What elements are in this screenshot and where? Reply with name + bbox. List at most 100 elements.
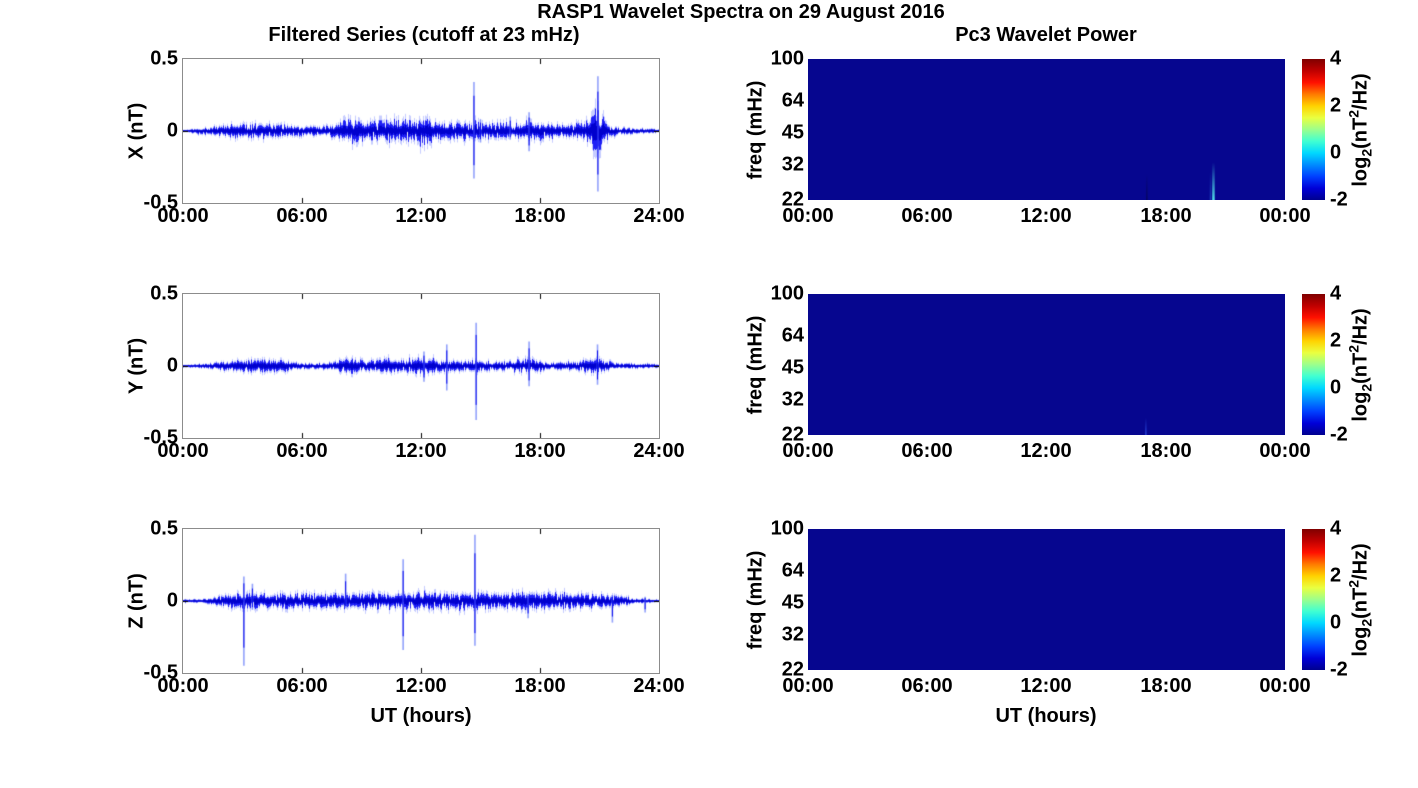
- z-wavelet-spectrogram: [808, 529, 1285, 670]
- figure-title: RASP1 Wavelet Spectra on 29 August 2016: [537, 1, 945, 23]
- colorbar-label-part: 2: [1345, 109, 1362, 118]
- freq-tick-label: 64: [781, 324, 804, 347]
- colorbar-label-part: 2: [1345, 344, 1362, 353]
- freq-tick-label: 45: [781, 591, 804, 614]
- xlabel-right: UT (hours): [995, 705, 1097, 727]
- x-tick-label: 00:00: [157, 205, 209, 227]
- colorbar-label-part: log: [1349, 391, 1372, 422]
- x-series-plot: [182, 58, 660, 204]
- colorbar-label-part: (nT: [1349, 352, 1372, 384]
- x-tick-label: 00:00: [782, 675, 834, 697]
- colorbar-label-part: (nT: [1349, 587, 1372, 619]
- colorbar-label-part: 2: [1345, 579, 1362, 588]
- x-tick-label: 06:00: [276, 440, 328, 462]
- x-tick-label: 12:00: [1020, 440, 1072, 462]
- colorbar-label-part: 2: [1358, 618, 1375, 627]
- freq-tick-label: 22: [781, 188, 804, 211]
- x-tick-label: 06:00: [276, 675, 328, 697]
- x-tick-label: 00:00: [1259, 440, 1311, 462]
- x-tick-label: 18:00: [1140, 675, 1192, 697]
- freq-tick-label: 100: [770, 517, 804, 540]
- colorbar-label-part: (nT: [1349, 117, 1372, 149]
- colorbar-tick-label: 4: [1330, 517, 1342, 540]
- colorbar-label-part: /Hz): [1349, 72, 1372, 110]
- y-tick-label: 0.5: [150, 282, 178, 305]
- z-series-waveform: [183, 529, 659, 673]
- colorbar: [1302, 294, 1325, 435]
- x-wavelet-heatmap: [808, 59, 1285, 200]
- y-tick-label: 0: [166, 119, 178, 142]
- colorbar-tick-label: 0: [1330, 611, 1342, 634]
- freq-tick-label: 32: [781, 153, 804, 176]
- colorbar-label-part: log: [1349, 156, 1372, 187]
- x-tick-label: 18:00: [514, 205, 566, 227]
- x-tick-label: 24:00: [633, 440, 685, 462]
- freq-tick-label: 64: [781, 559, 804, 582]
- freq-tick-label: 100: [770, 282, 804, 305]
- x-tick-label: 12:00: [395, 440, 447, 462]
- x-tick-label: 18:00: [514, 440, 566, 462]
- colorbar-label-part: 2: [1358, 148, 1375, 157]
- colorbar: [1302, 529, 1325, 670]
- colorbar-label-part: /Hz): [1349, 307, 1372, 345]
- right-column-title: Pc3 Wavelet Power: [955, 24, 1137, 46]
- y-tick-label: -0.5: [143, 426, 178, 449]
- x-series-waveform: [183, 59, 659, 203]
- x-tick-label: 06:00: [276, 205, 328, 227]
- z-wavelet-heatmap: [808, 529, 1285, 670]
- x-tick-label: 12:00: [395, 205, 447, 227]
- y-series-plot: [182, 293, 660, 439]
- x-tick-label: 00:00: [782, 440, 834, 462]
- x-tick-label: 12:00: [395, 675, 447, 697]
- freq-tick-label: 45: [781, 121, 804, 144]
- colorbar-tick-label: 4: [1330, 47, 1342, 70]
- y-tick-label: 0.5: [150, 517, 178, 540]
- freq-tick-label: 22: [781, 423, 804, 446]
- y-wavelet-heatmap: [808, 294, 1285, 435]
- x-tick-label: 12:00: [1020, 675, 1072, 697]
- colorbar: [1302, 59, 1325, 200]
- colorbar-tick-label: 4: [1330, 282, 1342, 305]
- colorbar-tick-label: -2: [1330, 188, 1348, 211]
- z-series-plot: [182, 528, 660, 674]
- x-wavelet-spectrogram: [808, 59, 1285, 200]
- left-column-title: Filtered Series (cutoff at 23 mHz): [268, 24, 580, 46]
- x-tick-label: 00:00: [782, 205, 834, 227]
- colorbar-label-part: 2: [1358, 383, 1375, 392]
- colorbar-tick-label: 2: [1330, 94, 1342, 117]
- y-wavelet-spectrogram: [808, 294, 1285, 435]
- x-tick-label: 06:00: [901, 205, 953, 227]
- y-tick-label: -0.5: [143, 191, 178, 214]
- y-tick-label: 0: [166, 354, 178, 377]
- x-tick-label: 00:00: [157, 675, 209, 697]
- xlabel-left: UT (hours): [370, 705, 472, 727]
- x-tick-label: 24:00: [633, 205, 685, 227]
- x-tick-label: 24:00: [633, 675, 685, 697]
- colorbar-tick-label: 2: [1330, 329, 1342, 352]
- freq-tick-label: 64: [781, 89, 804, 112]
- y-series-waveform: [183, 294, 659, 438]
- x-tick-label: 06:00: [901, 440, 953, 462]
- colorbar-tick-label: -2: [1330, 423, 1348, 446]
- x-tick-label: 12:00: [1020, 205, 1072, 227]
- freq-tick-label: 22: [781, 658, 804, 681]
- colorbar-tick-label: 2: [1330, 564, 1342, 587]
- freq-tick-label: 100: [770, 47, 804, 70]
- colorbar-label-part: log: [1349, 626, 1372, 657]
- colorbar-tick-label: 0: [1330, 141, 1342, 164]
- x-tick-label: 00:00: [1259, 675, 1311, 697]
- freq-tick-label: 32: [781, 388, 804, 411]
- x-tick-label: 00:00: [157, 440, 209, 462]
- colorbar-label: log2(nT2/Hz): [1346, 543, 1375, 656]
- colorbar-label: log2(nT2/Hz): [1346, 308, 1375, 421]
- y-tick-label: 0: [166, 589, 178, 612]
- x-tick-label: 00:00: [1259, 205, 1311, 227]
- colorbar-label: log2(nT2/Hz): [1346, 73, 1375, 186]
- x-tick-label: 18:00: [514, 675, 566, 697]
- colorbar-tick-label: 0: [1330, 376, 1342, 399]
- x-tick-label: 06:00: [901, 675, 953, 697]
- freq-tick-label: 45: [781, 356, 804, 379]
- x-tick-label: 18:00: [1140, 205, 1192, 227]
- freq-tick-label: 32: [781, 623, 804, 646]
